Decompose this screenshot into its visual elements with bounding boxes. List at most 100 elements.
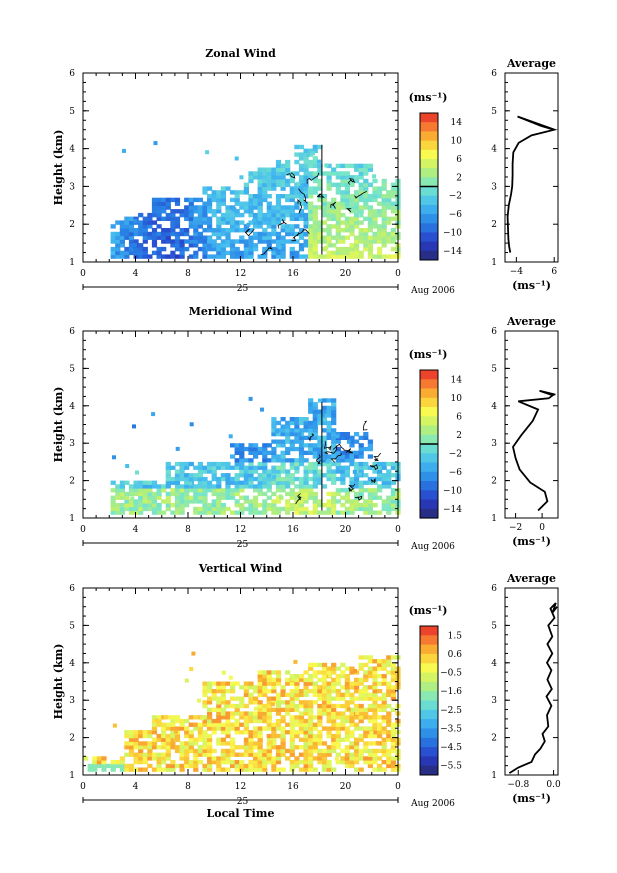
heatmap-cell xyxy=(128,239,135,244)
heatmap-cell xyxy=(220,715,226,720)
heatmap-cell xyxy=(275,760,282,765)
heatmap-cell xyxy=(349,760,355,765)
heatmap-cell xyxy=(248,741,254,746)
heatmap-cell xyxy=(275,159,282,165)
heatmap-cell xyxy=(331,741,337,746)
heatmap-cell xyxy=(294,190,300,195)
heatmap-cell xyxy=(340,178,346,184)
heatmap-cell xyxy=(124,730,130,735)
heatmap-cell xyxy=(321,398,328,403)
heatmap-cell xyxy=(211,510,217,515)
heatmap-cell xyxy=(317,510,323,515)
heatmap-cell xyxy=(211,488,217,493)
heatmap-cell xyxy=(372,718,378,724)
heatmap-cell xyxy=(133,503,139,508)
heatmap-cell xyxy=(253,450,259,455)
heatmap-cell xyxy=(349,205,355,210)
heatmap-cell xyxy=(271,726,277,731)
colorbar-swatch xyxy=(420,737,438,748)
heatmap-cell xyxy=(335,220,341,225)
day-label: 25 xyxy=(237,540,249,550)
heatmap-cell xyxy=(386,703,392,709)
heatmap-cell xyxy=(275,220,282,225)
heatmap-cell xyxy=(202,748,208,754)
colorbar-tick-label: 2 xyxy=(456,173,462,183)
heatmap-cell xyxy=(372,730,378,735)
colorbar-swatch xyxy=(420,635,438,646)
heatmap-cell xyxy=(225,506,231,512)
colorbar-swatch xyxy=(420,700,438,711)
heatmap-cell xyxy=(243,748,249,754)
heatmap-cell xyxy=(271,476,277,482)
profile-y-tick-label: 5 xyxy=(491,621,497,631)
heatmap-cell xyxy=(349,461,355,467)
heatmap-cell xyxy=(128,231,135,237)
heatmap-cell xyxy=(381,666,387,671)
heatmap-cell xyxy=(358,718,364,724)
heatmap-cell xyxy=(344,666,350,671)
heatmap-cell xyxy=(124,491,130,497)
heatmap-cell xyxy=(142,730,148,735)
heatmap-cell xyxy=(358,752,364,757)
heatmap-cell xyxy=(138,499,144,504)
heatmap-cell xyxy=(372,174,377,179)
heatmap-cell xyxy=(216,205,222,210)
heatmap-cell xyxy=(243,715,249,720)
heatmap-cell xyxy=(266,175,272,180)
heatmap-cell xyxy=(275,212,282,218)
heatmap-cell xyxy=(335,730,341,735)
heatmap-cell xyxy=(248,461,254,467)
heatmap-cell xyxy=(248,254,254,259)
heatmap-cell xyxy=(354,197,360,203)
heatmap-cell xyxy=(349,718,355,724)
heatmap-cell xyxy=(285,681,291,686)
colorbar-swatch xyxy=(420,453,438,464)
heatmap-cell xyxy=(386,510,392,515)
heatmap-cell xyxy=(253,469,259,474)
heatmap-cell xyxy=(262,235,268,240)
heatmap-cell xyxy=(390,726,396,731)
heatmap-cell xyxy=(197,499,203,504)
heatmap-cell xyxy=(193,756,199,761)
heatmap-cell xyxy=(230,239,236,244)
heatmap-cell xyxy=(363,711,369,716)
heatmap-cell xyxy=(211,469,217,474)
heatmap-cell xyxy=(184,246,190,252)
heatmap-cell xyxy=(390,231,396,237)
heatmap-cell xyxy=(321,748,328,754)
profile-y-tick-label: 3 xyxy=(491,696,497,706)
heatmap-cell xyxy=(262,476,268,482)
heatmap-cell xyxy=(262,506,268,512)
profile-y-tick-label: 3 xyxy=(491,182,497,192)
colorbar-swatch xyxy=(420,113,438,123)
heatmap-cell xyxy=(234,730,240,735)
heatmap-cell xyxy=(133,480,139,485)
heatmap-cell xyxy=(193,205,199,210)
heatmap-cell xyxy=(331,503,337,508)
heatmap-cell xyxy=(193,491,199,497)
heatmap-cell xyxy=(220,506,226,512)
heatmap-cell xyxy=(138,480,144,485)
heatmap-cell xyxy=(285,670,291,675)
date-label: Aug 2006 xyxy=(410,799,455,809)
heatmap-cell xyxy=(220,254,226,259)
heatmap-cell xyxy=(188,461,194,467)
heatmap-cell xyxy=(124,752,130,757)
heatmap-cell xyxy=(390,488,396,493)
heatmap-cell xyxy=(243,473,249,478)
heatmap-cell xyxy=(234,224,240,229)
heatmap-cell xyxy=(205,150,210,155)
heatmap-cell xyxy=(275,756,282,761)
heatmap-cell xyxy=(377,495,383,500)
heatmap-cell xyxy=(230,737,236,742)
heatmap-cell xyxy=(216,506,222,512)
heatmap-cell xyxy=(381,182,387,187)
heatmap-cell xyxy=(156,209,162,214)
heatmap-cell xyxy=(128,224,135,229)
heatmap-cell xyxy=(110,506,116,512)
heatmap-cell xyxy=(335,510,341,515)
heatmap-cell xyxy=(321,685,328,690)
heatmap-cell xyxy=(138,748,144,754)
colorbar-tick-label: 14 xyxy=(451,375,463,385)
heatmap-cell xyxy=(372,700,378,705)
